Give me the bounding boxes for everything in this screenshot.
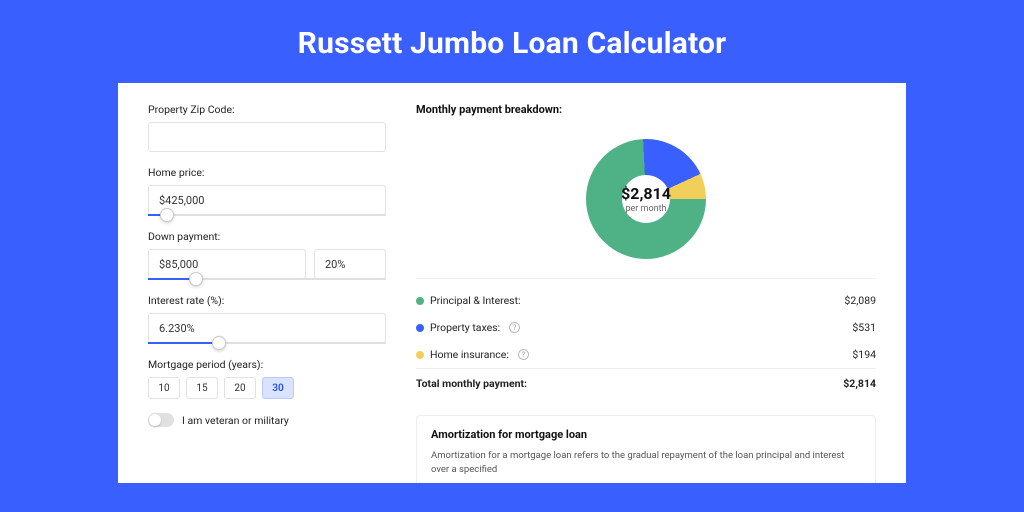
veteran-row: I am veteran or military (148, 413, 386, 427)
legend-value: $531 (852, 321, 876, 334)
donut-amount: $2,814 (621, 184, 671, 203)
breakdown-column: Monthly payment breakdown: $2,814 per mo… (416, 103, 876, 483)
legend-value: $2,089 (844, 294, 876, 307)
legend-row: Home insurance:? $194 (416, 341, 876, 368)
mortgage-period-field: Mortgage period (years): 10 15 20 30 (148, 358, 386, 399)
veteran-toggle[interactable] (148, 413, 174, 427)
down-payment-label: Down payment: (148, 230, 386, 243)
total-label: Total monthly payment: (416, 377, 527, 390)
home-price-input[interactable] (148, 185, 386, 215)
down-payment-slider[interactable] (148, 278, 386, 280)
total-row: Total monthly payment: $2,814 (416, 368, 876, 397)
amortization-text: Amortization for a mortgage loan refers … (431, 449, 861, 478)
legend-row: Principal & Interest: $2,089 (416, 287, 876, 314)
mortgage-period-option-20[interactable]: 20 (224, 377, 256, 399)
down-payment-pct-input[interactable] (314, 249, 386, 279)
zip-field: Property Zip Code: (148, 103, 386, 152)
legend-label: Home insurance: (430, 348, 509, 361)
legend-label: Property taxes: (430, 321, 500, 334)
divider (416, 278, 876, 279)
interest-rate-slider[interactable] (148, 342, 386, 344)
legend-row: Property taxes:? $531 (416, 314, 876, 341)
home-price-slider[interactable] (148, 214, 386, 216)
breakdown-heading: Monthly payment breakdown: (416, 103, 876, 116)
interest-rate-field: Interest rate (%): (148, 294, 386, 344)
form-column: Property Zip Code: Home price: Down paym… (148, 103, 386, 483)
total-value: $2,814 (843, 377, 876, 390)
amortization-title: Amortization for mortgage loan (431, 428, 861, 441)
veteran-label: I am veteran or military (182, 414, 289, 427)
info-icon[interactable]: ? (518, 349, 529, 360)
zip-input[interactable] (148, 122, 386, 152)
mortgage-period-option-10[interactable]: 10 (148, 377, 180, 399)
down-payment-slider-thumb[interactable] (189, 272, 203, 286)
interest-rate-input[interactable] (148, 313, 386, 343)
donut-sub: per month (621, 204, 671, 214)
mortgage-period-label: Mortgage period (years): (148, 358, 386, 371)
zip-label: Property Zip Code: (148, 103, 386, 116)
down-payment-amount-input[interactable] (148, 249, 306, 279)
home-price-slider-thumb[interactable] (160, 208, 174, 222)
page-title: Russett Jumbo Loan Calculator (118, 0, 906, 83)
amortization-card: Amortization for mortgage loan Amortizat… (416, 415, 876, 483)
interest-rate-slider-thumb[interactable] (212, 336, 226, 350)
mortgage-period-option-30[interactable]: 30 (262, 377, 294, 399)
mortgage-period-option-15[interactable]: 15 (186, 377, 218, 399)
legend-dot (416, 351, 424, 359)
legend-dot (416, 324, 424, 332)
legend-label: Principal & Interest: (430, 294, 521, 307)
donut-chart-wrap: $2,814 per month (416, 124, 876, 274)
calculator-card: Property Zip Code: Home price: Down paym… (118, 83, 906, 483)
legend-value: $194 (852, 348, 876, 361)
info-icon[interactable]: ? (509, 322, 520, 333)
donut-center: $2,814 per month (621, 184, 671, 214)
home-price-label: Home price: (148, 166, 386, 179)
home-price-field: Home price: (148, 166, 386, 216)
veteran-toggle-knob (149, 414, 161, 426)
down-payment-field: Down payment: (148, 230, 386, 280)
legend-dot (416, 297, 424, 305)
interest-rate-label: Interest rate (%): (148, 294, 386, 307)
